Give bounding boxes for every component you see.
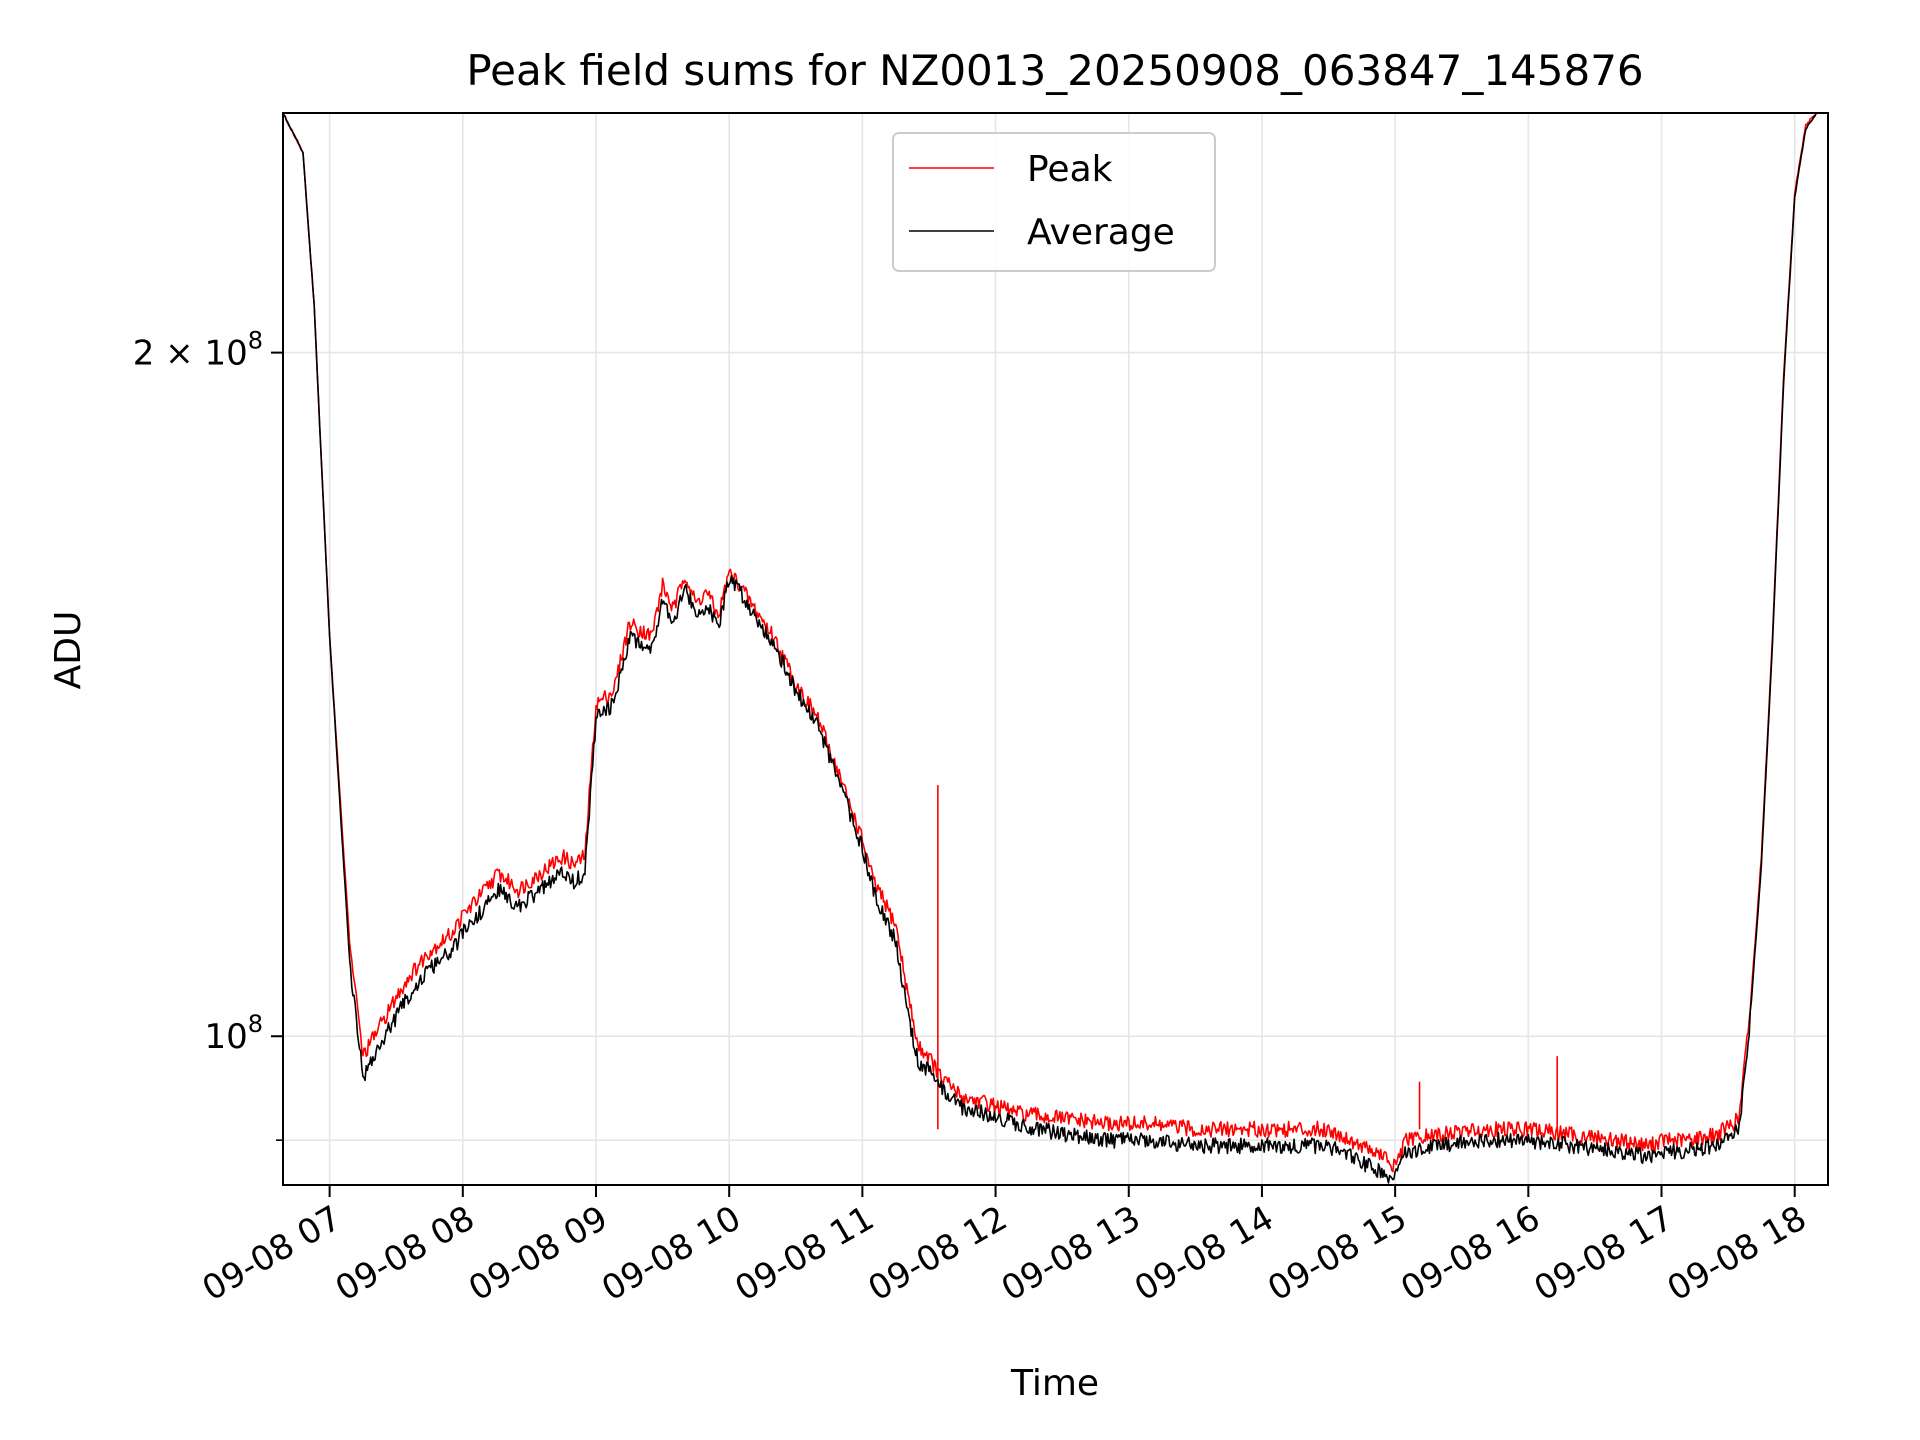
plot-lines <box>283 113 1818 1184</box>
grid <box>283 113 1828 1185</box>
x-axis-label: Time <box>1010 1363 1099 1404</box>
series-line-peak <box>283 113 1818 1173</box>
plot-frame <box>282 112 1829 1186</box>
y-tick-label: 108 <box>204 1010 263 1057</box>
chart-title: Peak field sums for NZ0013_20250908_0638… <box>466 46 1643 95</box>
y-axis-ticks: 2 × 108 108 <box>133 327 283 1141</box>
series-line-average <box>283 113 1818 1184</box>
legend-label-average: Average <box>1027 212 1175 253</box>
legend-label-peak: Peak <box>1027 149 1113 190</box>
y-axis-label: ADU <box>48 611 89 690</box>
legend: Peak Average <box>892 132 1216 272</box>
y-tick-label: 2 × 108 <box>133 327 263 374</box>
